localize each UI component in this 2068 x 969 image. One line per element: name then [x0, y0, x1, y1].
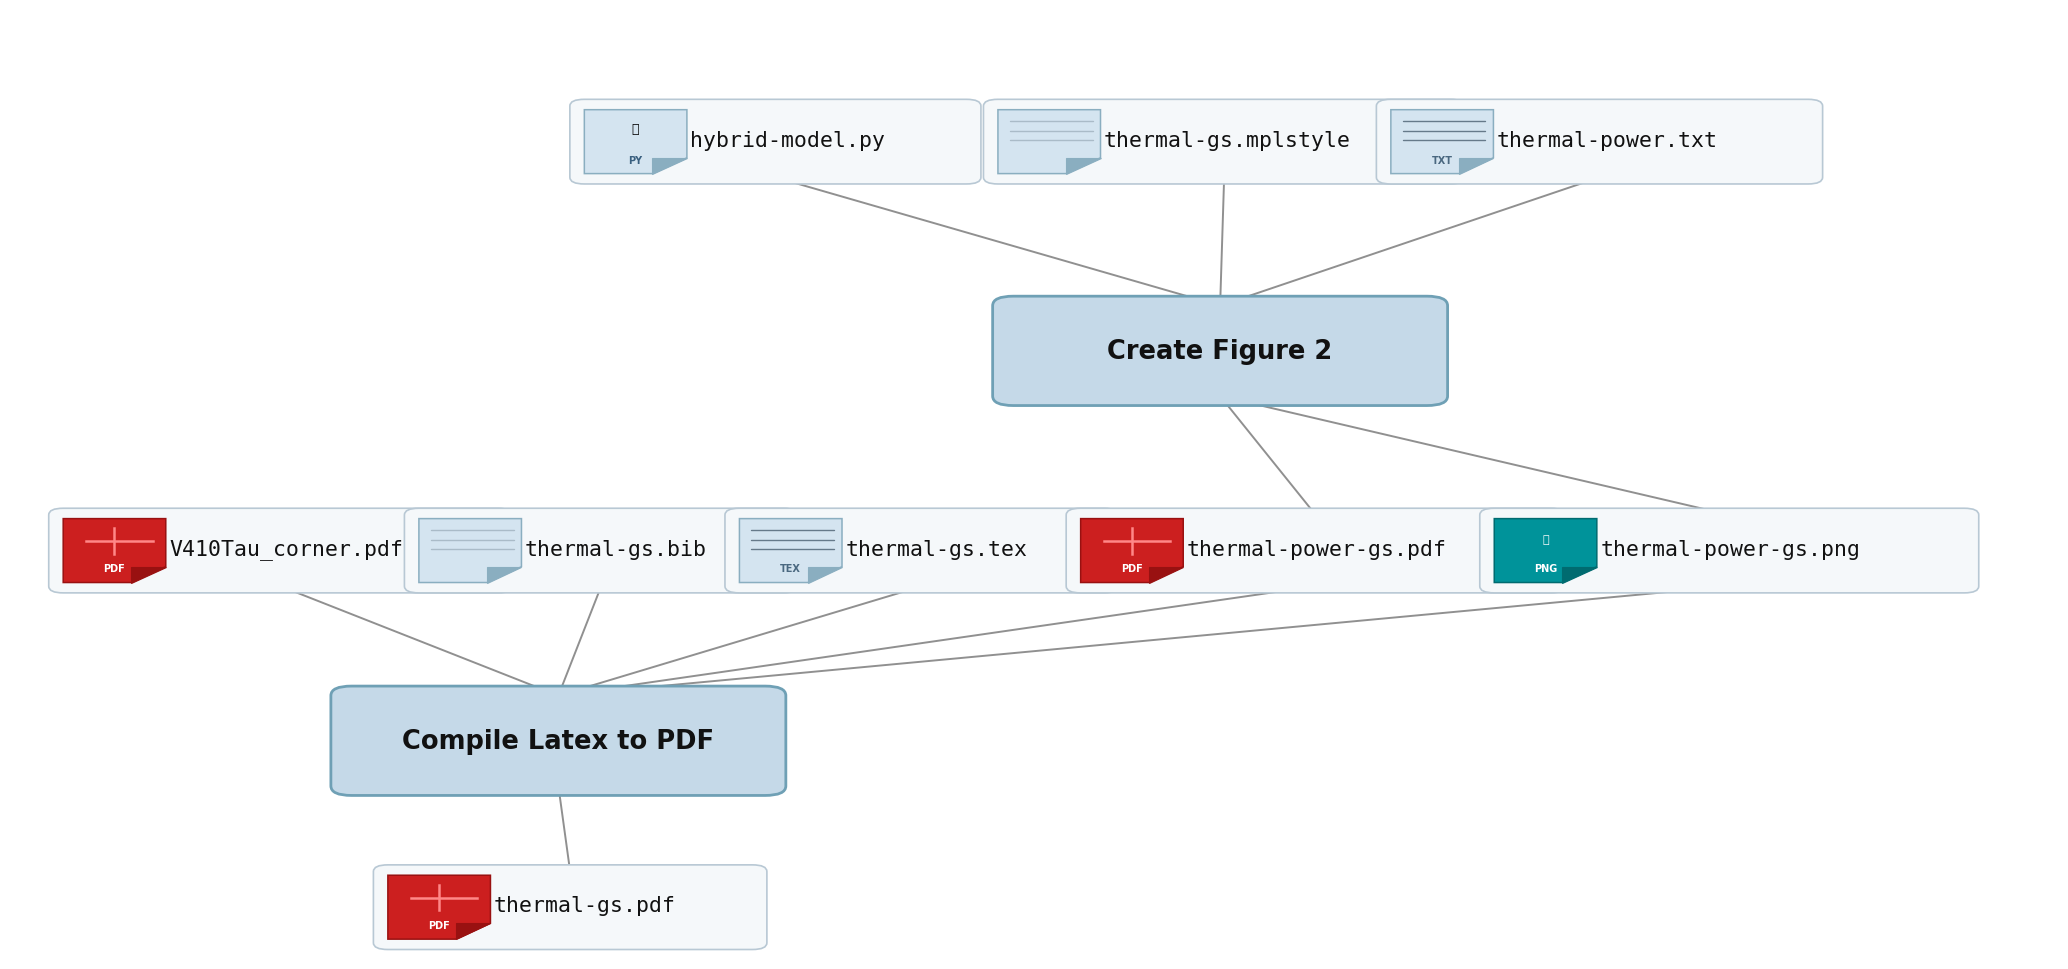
Polygon shape — [1495, 519, 1596, 583]
Polygon shape — [420, 519, 521, 583]
Polygon shape — [64, 519, 165, 583]
Polygon shape — [1150, 567, 1183, 583]
FancyBboxPatch shape — [1377, 100, 1822, 185]
Polygon shape — [585, 110, 687, 174]
FancyBboxPatch shape — [984, 100, 1464, 185]
FancyBboxPatch shape — [1067, 509, 1565, 593]
Text: Create Figure 2: Create Figure 2 — [1108, 338, 1332, 364]
Text: thermal-gs.tex: thermal-gs.tex — [846, 539, 1028, 559]
FancyBboxPatch shape — [331, 686, 786, 796]
Text: hybrid-model.py: hybrid-model.py — [691, 131, 885, 150]
Polygon shape — [1563, 567, 1596, 583]
Text: PNG: PNG — [1534, 564, 1557, 574]
Polygon shape — [132, 567, 165, 583]
Polygon shape — [1067, 159, 1100, 174]
Polygon shape — [809, 567, 842, 583]
Polygon shape — [488, 567, 521, 583]
Text: thermal-power.txt: thermal-power.txt — [1497, 131, 1719, 150]
Polygon shape — [999, 110, 1100, 174]
FancyBboxPatch shape — [374, 865, 767, 950]
Text: Compile Latex to PDF: Compile Latex to PDF — [403, 728, 713, 754]
Text: PDF: PDF — [428, 921, 451, 930]
Polygon shape — [457, 923, 490, 939]
FancyBboxPatch shape — [50, 509, 513, 593]
Text: PY: PY — [629, 155, 643, 166]
Text: thermal-power-gs.pdf: thermal-power-gs.pdf — [1187, 539, 1446, 559]
FancyBboxPatch shape — [571, 100, 980, 185]
FancyBboxPatch shape — [726, 509, 1119, 593]
Polygon shape — [740, 519, 842, 583]
Text: thermal-power-gs.png: thermal-power-gs.png — [1601, 539, 1859, 559]
Polygon shape — [389, 875, 490, 939]
Text: thermal-gs.mplstyle: thermal-gs.mplstyle — [1104, 131, 1350, 150]
Text: PDF: PDF — [1121, 564, 1144, 574]
Text: PDF: PDF — [103, 564, 126, 574]
FancyBboxPatch shape — [993, 297, 1448, 406]
Text: V410Tau_corner.pdf: V410Tau_corner.pdf — [170, 539, 403, 559]
FancyBboxPatch shape — [405, 509, 798, 593]
Text: TEX: TEX — [780, 564, 800, 574]
Polygon shape — [1392, 110, 1493, 174]
Text: ⛰: ⛰ — [1543, 535, 1549, 545]
Text: thermal-gs.pdf: thermal-gs.pdf — [494, 895, 676, 916]
Polygon shape — [1082, 519, 1183, 583]
Polygon shape — [653, 159, 687, 174]
Text: 🐍: 🐍 — [633, 123, 639, 137]
Polygon shape — [1460, 159, 1493, 174]
FancyBboxPatch shape — [1481, 509, 1979, 593]
Text: thermal-gs.bib: thermal-gs.bib — [525, 539, 707, 559]
Text: TXT: TXT — [1431, 155, 1452, 166]
